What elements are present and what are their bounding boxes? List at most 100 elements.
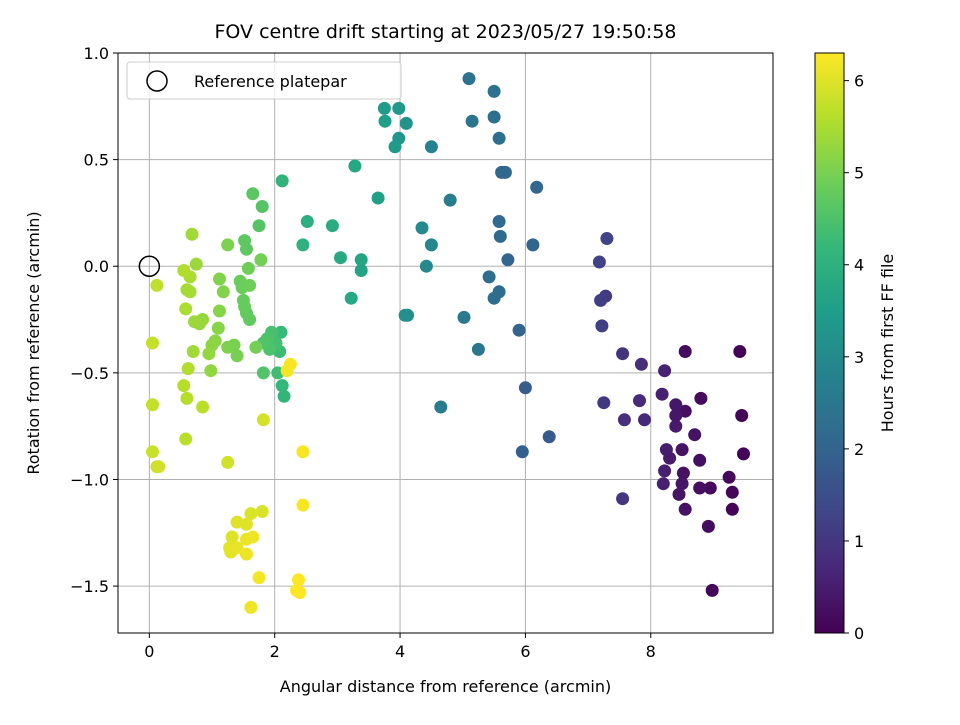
data-point	[487, 110, 501, 124]
y-tick-label: 1.0	[84, 44, 109, 63]
data-point	[672, 487, 686, 501]
x-tick-label: 8	[646, 642, 656, 661]
data-point	[498, 165, 512, 179]
data-point	[344, 291, 358, 305]
data-point	[616, 347, 630, 361]
x-tick-label: 0	[144, 642, 154, 661]
data-point	[737, 447, 750, 461]
data-point	[482, 270, 496, 284]
data-point	[256, 413, 270, 427]
data-point	[296, 498, 310, 512]
reference-marker-layer	[138, 255, 161, 277]
data-point	[515, 445, 529, 459]
data-point	[146, 398, 159, 412]
data-point	[398, 308, 412, 322]
data-point	[703, 481, 717, 495]
data-point	[252, 219, 266, 233]
data-point	[424, 140, 438, 154]
data-point	[616, 492, 630, 506]
data-point	[146, 336, 159, 350]
data-point	[656, 477, 670, 491]
data-point	[669, 409, 683, 422]
legend: Reference platepar	[126, 61, 402, 100]
data-point	[518, 381, 532, 395]
data-point	[492, 215, 506, 228]
data-point	[693, 481, 707, 495]
data-point	[424, 238, 438, 252]
data-point	[300, 215, 314, 228]
data-point	[188, 315, 201, 329]
data-point	[492, 131, 506, 145]
data-point	[221, 340, 235, 354]
data-point	[694, 391, 708, 405]
x-tick-label: 2	[270, 642, 280, 661]
data-point	[634, 357, 648, 371]
data-point	[487, 291, 501, 305]
data-point	[415, 221, 429, 235]
y-axis-title: Rotation from reference (arcmin)	[24, 211, 43, 474]
data-point	[274, 325, 288, 339]
data-point	[633, 394, 646, 408]
data-point	[230, 349, 244, 363]
data-point	[196, 400, 210, 414]
data-point	[221, 238, 235, 252]
data-point	[597, 396, 611, 410]
data-point	[693, 453, 707, 467]
data-point	[638, 413, 651, 427]
data-point	[501, 253, 515, 267]
data-point	[221, 455, 235, 469]
data-point	[236, 293, 250, 307]
plot-frame	[117, 52, 774, 634]
data-point	[177, 379, 191, 393]
data-point	[283, 357, 297, 371]
data-point	[213, 304, 226, 318]
data-point	[669, 398, 683, 412]
data-point	[658, 364, 672, 378]
data-point	[688, 428, 702, 442]
data-point	[180, 391, 194, 405]
data-point	[462, 72, 476, 86]
data-point	[443, 193, 457, 207]
colorbar-tick-label: 2	[854, 440, 864, 459]
data-point	[255, 200, 269, 213]
legend-entry-reference: Reference platepar	[194, 72, 347, 91]
data-point	[659, 443, 673, 457]
colorbar-tick-label: 0	[854, 624, 864, 643]
data-point	[181, 362, 195, 376]
data-point	[185, 227, 199, 241]
data-point	[434, 400, 448, 414]
data-point	[213, 272, 226, 286]
data-point	[725, 485, 739, 499]
colorbar-gradient	[814, 52, 845, 634]
chart-title: FOV centre drift starting at 2023/05/27 …	[214, 21, 676, 43]
data-point	[371, 191, 385, 205]
data-point	[240, 547, 253, 561]
data-point	[592, 255, 606, 269]
data-point	[465, 114, 479, 128]
data-point	[211, 321, 225, 335]
colorbar-tick-label: 5	[854, 164, 864, 183]
data-point	[678, 345, 692, 358]
data-point	[705, 583, 719, 597]
data-point	[542, 430, 556, 444]
data-point	[348, 159, 362, 173]
data-point	[378, 114, 392, 128]
data-point	[388, 140, 402, 154]
data-point	[296, 445, 310, 459]
data-point	[150, 278, 164, 292]
data-point	[487, 84, 501, 98]
legend-box	[126, 61, 402, 100]
data-point	[594, 293, 608, 307]
data-point	[180, 283, 194, 297]
data-point	[152, 460, 166, 474]
colorbar-title: Hours from first FF file	[878, 254, 897, 433]
data-point	[230, 515, 244, 529]
colorbar-ticks: 0 1 2 3 4 5 6	[844, 72, 864, 643]
colorbar-tick-label: 1	[854, 532, 864, 551]
data-point	[377, 101, 391, 115]
data-point	[457, 310, 471, 324]
colorbar: 0 1 2 3 4 5 6 Hours from first FF file	[814, 52, 897, 643]
x-tick-label: 4	[395, 642, 405, 661]
data-point	[244, 507, 258, 521]
